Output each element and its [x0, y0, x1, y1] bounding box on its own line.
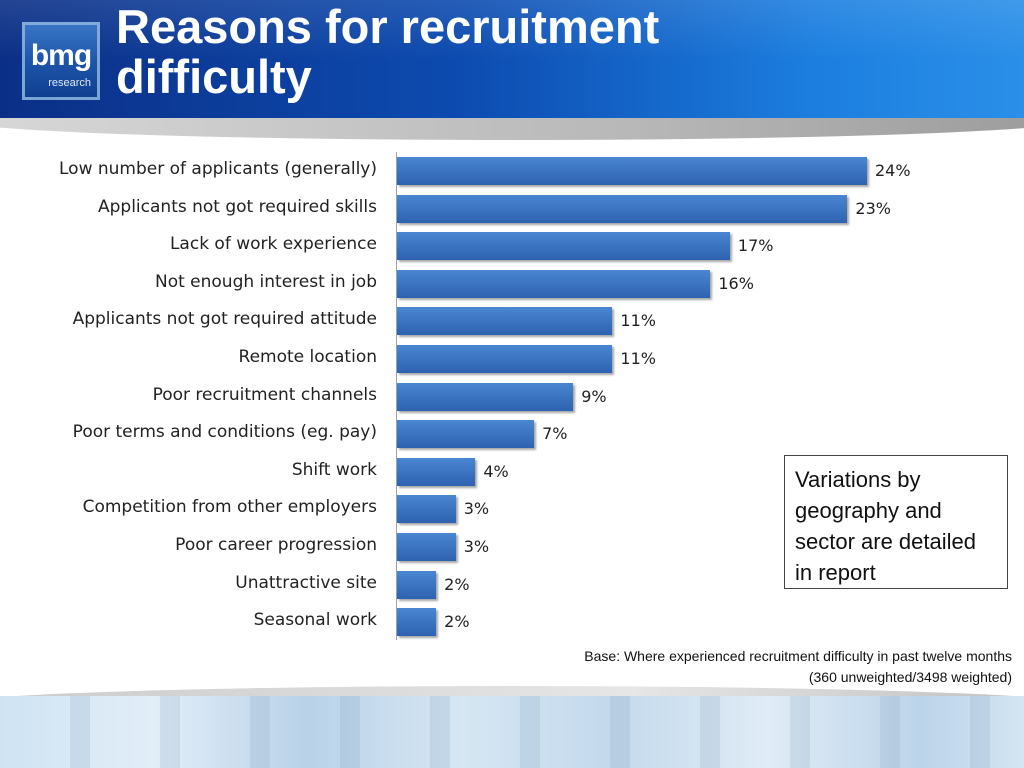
- header-swoosh: [0, 118, 1024, 152]
- base-note-line-1: Base: Where experienced recruitment diff…: [584, 648, 1012, 664]
- bar: [397, 570, 437, 599]
- category-label: Seasonal work: [253, 610, 377, 631]
- category-label: Poor career progression: [175, 535, 377, 555]
- bar: [397, 157, 867, 185]
- value-label: 11%: [620, 349, 656, 368]
- category-label: Unattractive site: [235, 572, 377, 593]
- value-label: 7%: [542, 424, 568, 444]
- bar: [397, 420, 535, 449]
- bar: [397, 495, 456, 524]
- value-label: 3%: [463, 499, 490, 519]
- bar: [397, 533, 456, 561]
- value-label: 3%: [463, 537, 490, 556]
- category-label: Low number of applicants (generally): [59, 159, 377, 179]
- category-label: Remote location: [238, 347, 377, 367]
- value-label: 4%: [483, 461, 509, 481]
- category-label: Poor recruitment channels: [152, 384, 377, 405]
- value-label: 23%: [855, 198, 891, 218]
- category-label: Not enough interest in job: [154, 271, 377, 292]
- value-label: 16%: [718, 273, 754, 293]
- footer-photo-strip: [0, 696, 1024, 768]
- bar: [397, 307, 613, 336]
- category-label: Lack of work experience: [169, 234, 377, 255]
- logo-sub-text: research: [48, 77, 91, 89]
- base-note-line-2: (360 unweighted/3498 weighted): [808, 669, 1012, 685]
- category-label: Poor terms and conditions (eg. pay): [72, 422, 377, 443]
- value-label: 17%: [737, 236, 774, 256]
- category-label: Shift work: [291, 459, 377, 480]
- header-banner: bmg research Reasons for recruitment dif…: [0, 0, 1024, 122]
- bar: [397, 232, 730, 261]
- bar: [397, 345, 613, 373]
- value-label: 24%: [875, 161, 911, 180]
- bar: [397, 194, 848, 223]
- value-label: 2%: [444, 574, 470, 594]
- bar: [397, 269, 711, 298]
- category-label: Applicants not got required skills: [98, 196, 377, 217]
- base-note: Base: Where experienced recruitment diff…: [584, 646, 1012, 688]
- value-label: 11%: [620, 311, 656, 331]
- chart-axis: [396, 152, 397, 640]
- category-label: Applicants not got required attitude: [72, 309, 377, 330]
- note-box: Variations by geography and sector are d…: [784, 455, 1008, 589]
- bar: [397, 382, 574, 411]
- bar: [397, 608, 437, 637]
- value-label: 2%: [444, 612, 470, 632]
- value-label: 9%: [581, 386, 607, 406]
- bar: [397, 457, 476, 486]
- category-label: Competition from other employers: [82, 497, 377, 518]
